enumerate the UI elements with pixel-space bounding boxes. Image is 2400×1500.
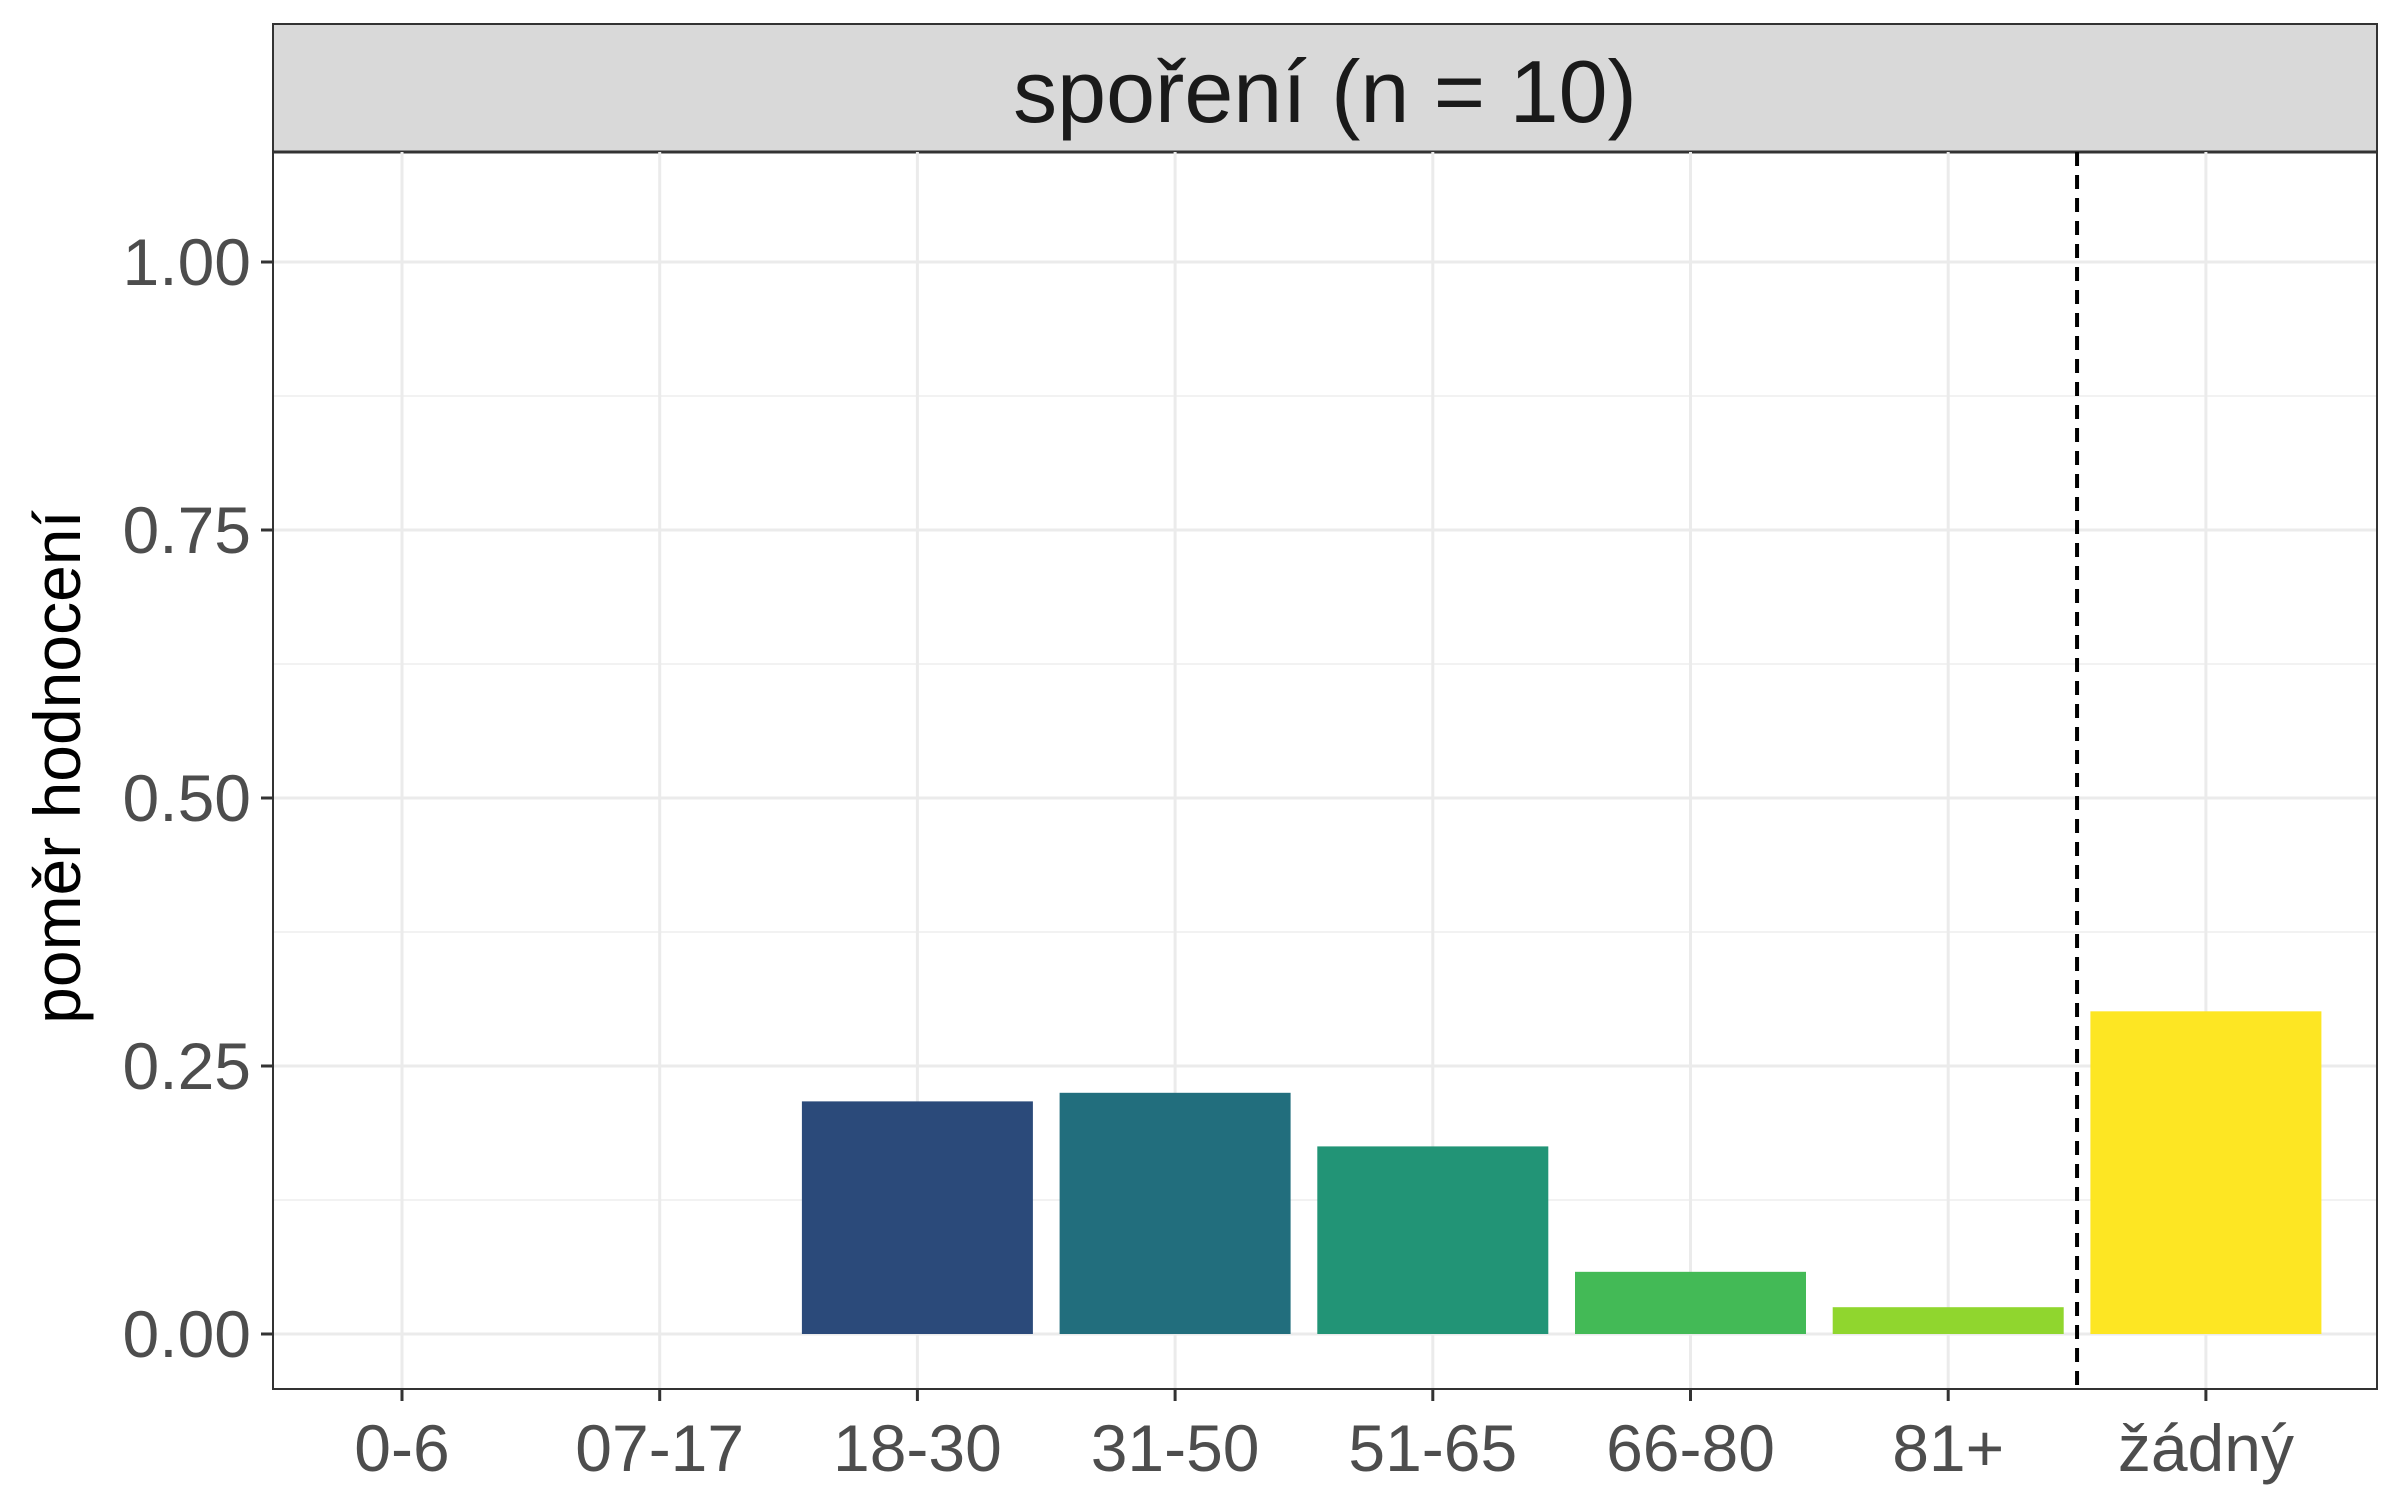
bar-66-80 bbox=[1575, 1271, 1806, 1334]
gridlines bbox=[273, 152, 2377, 1389]
x-axis: 0-6 07-17 18-30 31-50 51-65 66-80 81+ žádný bbox=[354, 1389, 2294, 1485]
bar-31-50 bbox=[1059, 1092, 1291, 1334]
x-tick-label: 81+ bbox=[1892, 1411, 2004, 1485]
y-axis: 0.00 0.25 0.50 0.75 1.00 bbox=[123, 225, 273, 1371]
bar-žádný bbox=[2090, 1011, 2322, 1334]
x-tick-label: 31-50 bbox=[1091, 1411, 1260, 1485]
x-tick-label: 07-17 bbox=[575, 1411, 744, 1485]
strip-background bbox=[273, 24, 2377, 152]
x-tick-label: 51-65 bbox=[1348, 1411, 1517, 1485]
x-tick-label: 0-6 bbox=[354, 1411, 449, 1485]
y-tick-label: 1.00 bbox=[123, 225, 251, 299]
bar-81+ bbox=[1832, 1307, 2064, 1334]
chart-title: spoření (n = 10) bbox=[1013, 42, 1637, 141]
y-tick-label: 0.25 bbox=[123, 1029, 251, 1103]
bar-18-30 bbox=[801, 1101, 1033, 1334]
y-tick-label: 0.75 bbox=[123, 493, 251, 567]
y-axis-title: poměr hodnocení bbox=[20, 509, 94, 1023]
y-tick-label: 0.50 bbox=[123, 761, 251, 835]
x-tick-label: 66-80 bbox=[1606, 1411, 1775, 1485]
bars bbox=[801, 1011, 2322, 1334]
panel-border bbox=[272, 23, 2378, 1390]
bar-51-65 bbox=[1317, 1146, 1549, 1334]
y-tick-label: 0.00 bbox=[123, 1297, 251, 1371]
x-tick-label: 18-30 bbox=[833, 1411, 1002, 1485]
x-tick-label: žádný bbox=[2118, 1411, 2294, 1485]
